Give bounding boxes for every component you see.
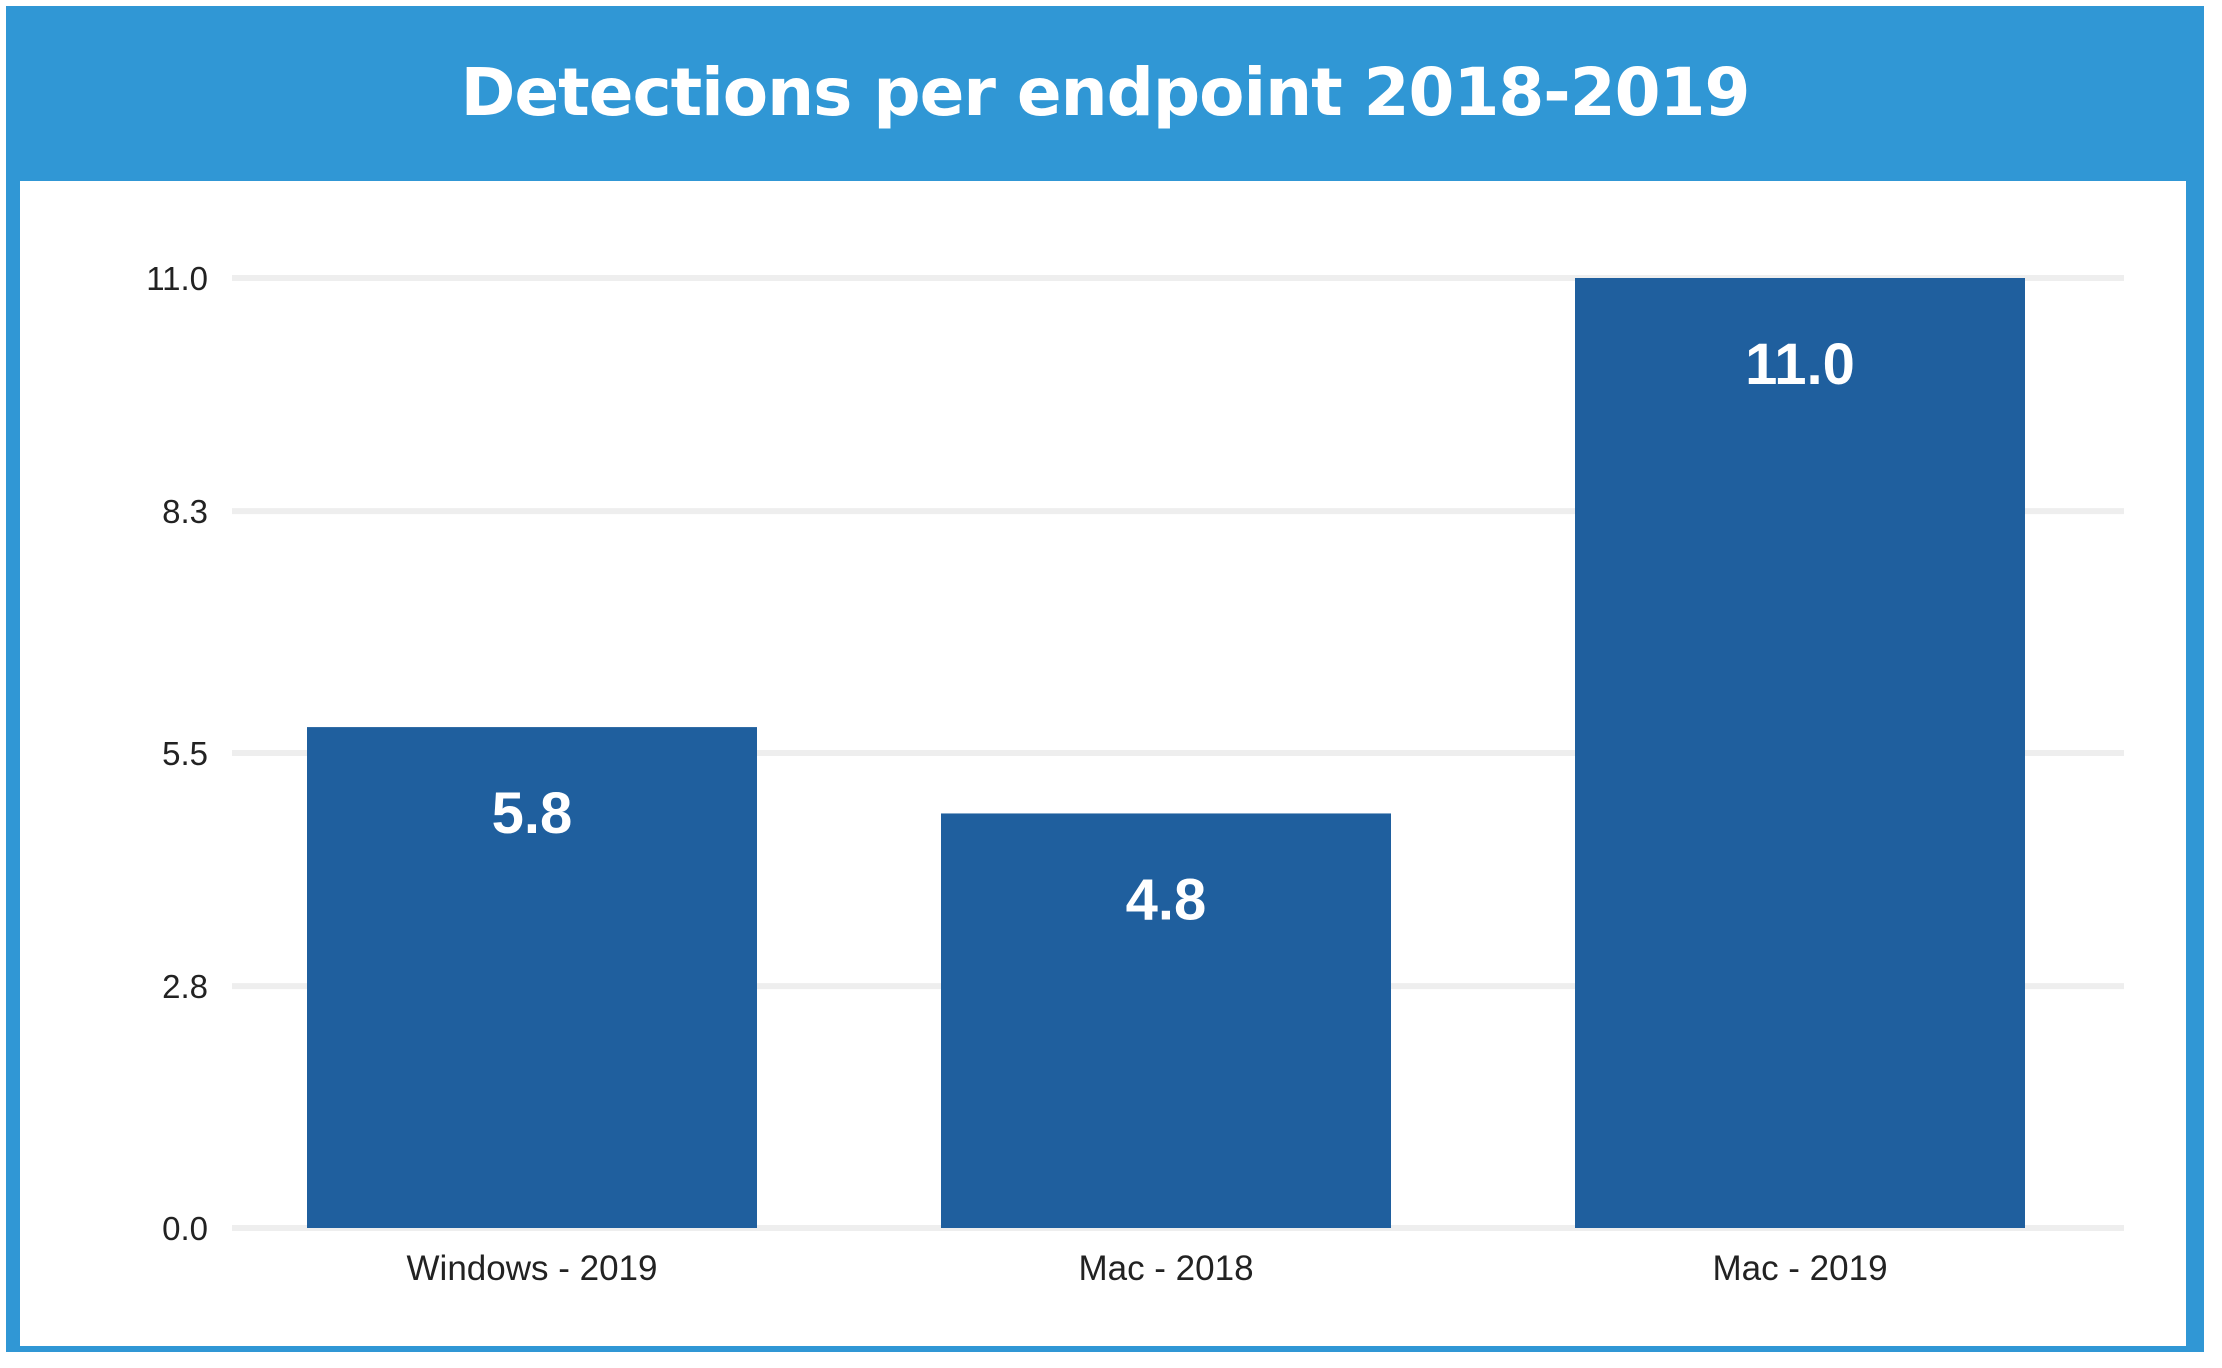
- chart-title: Detections per endpoint 2018-2019: [460, 53, 1751, 131]
- bar-value-label: 11.0: [1745, 332, 1855, 397]
- bar-value-label: 4.8: [1126, 867, 1207, 932]
- bar: [941, 813, 1391, 1228]
- bar-value-label: 5.8: [492, 781, 573, 846]
- x-category-label: Windows - 2019: [407, 1249, 658, 1288]
- y-tick-label: 2.8: [162, 968, 208, 1005]
- bar: [307, 727, 757, 1228]
- y-tick-label: 11.0: [146, 260, 208, 297]
- chart-panel: 0.0 2.8 5.5 8.3 11.0 5.8 Windows - 2019 4.8 Mac …: [20, 181, 2186, 1346]
- bar-chart: 0.0 2.8 5.5 8.3 11.0 5.8 Windows - 2019 4.8 Mac …: [146, 260, 2124, 1288]
- y-tick-label: 5.5: [162, 735, 208, 772]
- y-tick-label: 8.3: [162, 493, 208, 530]
- x-category-label: Mac - 2018: [1078, 1249, 1253, 1288]
- x-category-label: Mac - 2019: [1712, 1249, 1887, 1288]
- title-bar: Detections per endpoint 2018-2019: [6, 6, 2204, 178]
- chart-frame: Detections per endpoint 2018-2019 0.0 2.8…: [6, 6, 2204, 1352]
- y-tick-label: 0.0: [162, 1210, 208, 1247]
- bar: [1575, 278, 2025, 1228]
